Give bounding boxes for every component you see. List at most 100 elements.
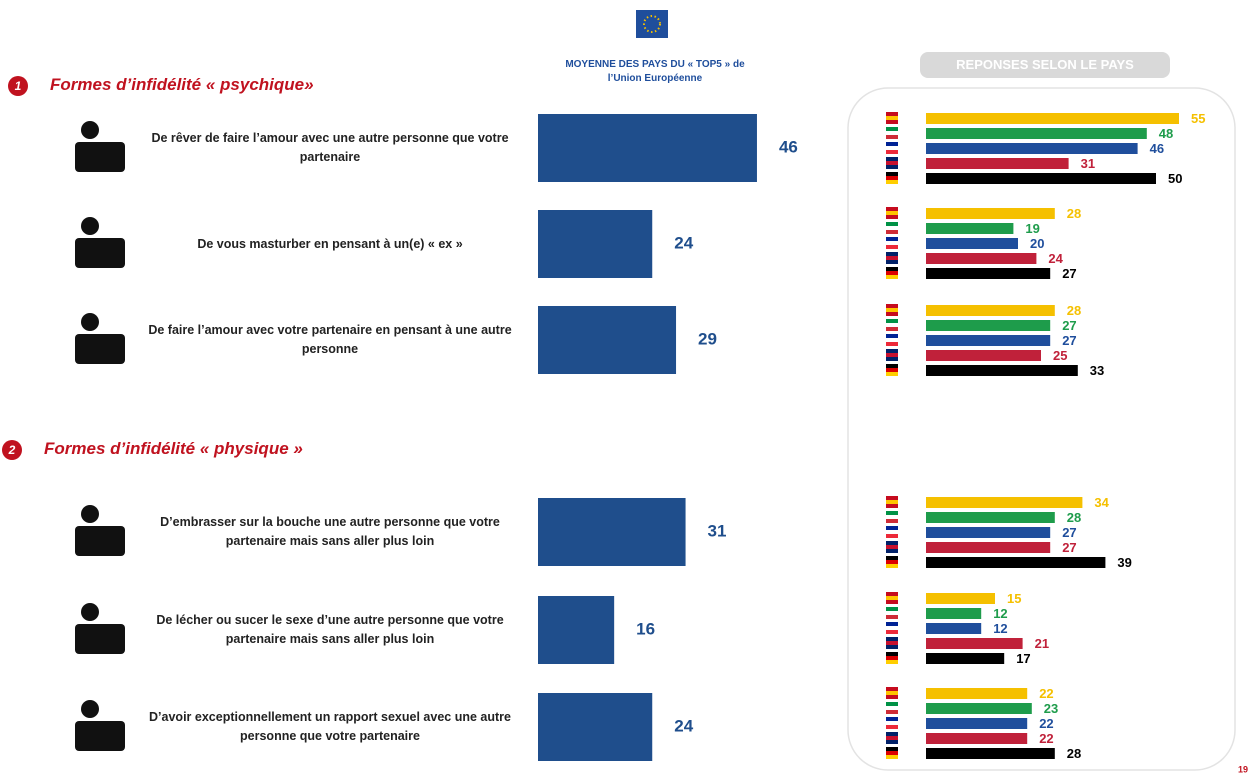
- left-chart-title: MOYENNE DES PAYS DU « TOP5 » de l’Union …: [565, 59, 745, 84]
- flag: [886, 127, 898, 131]
- value-label: 28: [1067, 746, 1081, 761]
- flag: [886, 245, 898, 249]
- value-label: 22: [1039, 686, 1053, 701]
- bar: [926, 208, 1055, 219]
- flag: [886, 334, 898, 338]
- flag: [886, 312, 898, 316]
- flag: [886, 146, 898, 150]
- icon: [75, 721, 125, 751]
- value-label: 17: [1016, 651, 1030, 666]
- bar: [926, 593, 995, 604]
- flag: [886, 541, 898, 545]
- section-title: Formes d’infidélité « physique »: [44, 439, 303, 458]
- country-panel: [847, 87, 1236, 771]
- flag: [886, 695, 898, 699]
- flag: [886, 368, 898, 372]
- flag: [886, 131, 898, 135]
- flag: [886, 327, 898, 331]
- flag: [886, 534, 898, 538]
- item-label: De vous masturber en pensant à un(e) « e…: [197, 236, 463, 251]
- flag: [886, 237, 898, 241]
- value-label: 21: [1035, 636, 1049, 651]
- value-label: 16: [636, 619, 655, 638]
- flag: [886, 556, 898, 560]
- icon: [75, 526, 125, 556]
- bar: [926, 542, 1051, 553]
- bar: [926, 173, 1156, 184]
- flag: [886, 161, 898, 165]
- flag: [886, 652, 898, 656]
- bar: [926, 305, 1055, 316]
- icon: [81, 603, 99, 621]
- value-label: 28: [1067, 510, 1081, 525]
- value-label: 31: [708, 521, 727, 540]
- flag: [886, 308, 898, 312]
- value-label: 27: [1062, 266, 1076, 281]
- flag: [886, 176, 898, 180]
- value-label: 27: [1062, 318, 1076, 333]
- flag: [886, 116, 898, 120]
- flag: [886, 736, 898, 740]
- flag: [886, 304, 898, 308]
- flag: [886, 549, 898, 553]
- bar: [926, 512, 1055, 523]
- bar: [926, 143, 1138, 154]
- flag: [886, 641, 898, 645]
- value-label: 22: [1039, 731, 1053, 746]
- flag: [886, 241, 898, 245]
- value-label: 31: [1081, 156, 1095, 171]
- flag: [886, 323, 898, 327]
- flag: [886, 630, 898, 634]
- bar: [926, 335, 1051, 346]
- value-label: 48: [1159, 126, 1173, 141]
- bar: [926, 113, 1179, 124]
- flag: [886, 267, 898, 271]
- section-badge: [8, 76, 28, 96]
- bar: [926, 497, 1083, 508]
- flag: [886, 607, 898, 611]
- flag: [886, 519, 898, 523]
- bar: [926, 638, 1023, 649]
- bar: [926, 365, 1078, 376]
- section-badge: [2, 440, 22, 460]
- bar: [926, 733, 1028, 744]
- eu-stars: [643, 15, 661, 33]
- flag: [886, 496, 898, 500]
- flag: [886, 637, 898, 641]
- flag: [886, 500, 898, 504]
- flag: [886, 222, 898, 226]
- bar: [926, 158, 1069, 169]
- bar: [926, 703, 1032, 714]
- flag: [886, 515, 898, 519]
- bar: [926, 320, 1051, 331]
- flag: [886, 211, 898, 215]
- flag: [886, 721, 898, 725]
- flag: [886, 172, 898, 176]
- flag: [886, 687, 898, 691]
- value-label: 20: [1030, 236, 1044, 251]
- bar: [926, 268, 1051, 279]
- icon: [81, 313, 99, 331]
- flag: [886, 342, 898, 346]
- flag: [886, 349, 898, 353]
- value-label: 33: [1090, 363, 1104, 378]
- flag: [886, 656, 898, 660]
- flag: [886, 180, 898, 184]
- flag: [886, 135, 898, 139]
- flag: [886, 230, 898, 234]
- flag: [886, 260, 898, 264]
- bar: [926, 527, 1051, 538]
- flag: [886, 747, 898, 751]
- flag: [886, 560, 898, 564]
- flag: [886, 364, 898, 368]
- flag: [886, 592, 898, 596]
- value-label: 23: [1044, 701, 1058, 716]
- flag: [886, 357, 898, 361]
- flag: [886, 702, 898, 706]
- bar: [926, 623, 982, 634]
- page-number: 19: [1238, 764, 1248, 774]
- flag: [886, 226, 898, 230]
- bar: [926, 350, 1041, 361]
- flag: [886, 615, 898, 619]
